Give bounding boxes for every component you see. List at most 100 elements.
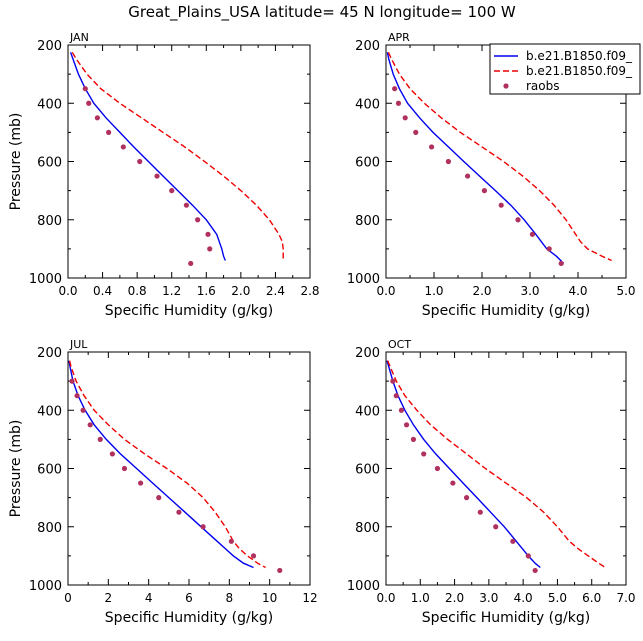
raobs-point <box>434 465 441 472</box>
x-tick-label: 0.8 <box>128 284 147 298</box>
x-tick-label: 10 <box>262 591 277 605</box>
y-tick-label: 400 <box>355 404 380 419</box>
legend-label: raobs <box>526 79 560 93</box>
x-tick-label: 1.0 <box>411 591 430 605</box>
raobs-point <box>195 217 201 223</box>
x-tick-label: 1.2 <box>162 284 181 298</box>
y-tick-label: 400 <box>355 97 380 112</box>
y-tick-label: 800 <box>355 214 380 229</box>
raobs-point <box>529 231 536 237</box>
raobs-point <box>402 115 408 121</box>
y-tick-label: 1000 <box>347 272 380 287</box>
raobs-point <box>154 173 160 179</box>
y-tick-label: 1000 <box>29 579 62 594</box>
legend: b.e21.B1850.f09_b.e21.B1850.f09_raobs <box>489 43 641 95</box>
raobs-point <box>429 144 435 150</box>
raobs-point <box>156 495 162 501</box>
x-tick-label: 6 <box>185 591 193 605</box>
legend-marker <box>503 83 509 89</box>
raobs-point <box>138 480 144 486</box>
x-tick-label: 2.0 <box>445 591 464 605</box>
raobs-point <box>121 465 128 472</box>
x-axis-label: Specific Humidity (g/kg) <box>105 610 273 626</box>
model2-line <box>387 360 606 569</box>
plot-frame <box>67 44 311 279</box>
raobs-point <box>69 378 75 384</box>
raobs-point <box>82 86 88 92</box>
raobs-point <box>481 188 487 194</box>
x-tick-label: 1.0 <box>424 284 443 298</box>
raobs-point <box>515 217 521 223</box>
x-tick-label: 7.0 <box>616 591 635 605</box>
raobs-point <box>558 260 564 267</box>
x-axis-label: Specific Humidity (g/kg) <box>422 610 590 626</box>
raobs-point <box>525 553 531 559</box>
raobs-point <box>205 231 211 237</box>
model1-line <box>386 360 541 569</box>
model2-line <box>71 51 284 261</box>
x-axis-label: Specific Humidity (g/kg) <box>422 303 590 319</box>
x-tick-label: 2.0 <box>231 284 250 298</box>
legend-box <box>489 43 641 95</box>
raobs-point <box>109 451 115 457</box>
x-axis-label: Specific Humidity (g/kg) <box>105 303 273 319</box>
y-tick-label: 600 <box>355 463 380 478</box>
y-tick-label: 600 <box>355 156 380 171</box>
model2-line <box>68 360 266 569</box>
y-tick-label: 1000 <box>29 272 62 287</box>
raobs-point <box>398 407 405 413</box>
raobs-point <box>228 538 234 544</box>
x-tick-label: 12 <box>302 591 317 605</box>
raobs-point <box>176 509 182 515</box>
model1-line <box>69 52 226 261</box>
y-tick-label: 600 <box>37 156 62 171</box>
x-tick-label: 0.4 <box>93 284 112 298</box>
raobs-point <box>207 246 213 252</box>
y-tick-label: 200 <box>37 346 62 361</box>
raobs-point <box>250 553 257 559</box>
x-tick-label: 6.0 <box>582 591 601 605</box>
raobs-point <box>97 436 103 442</box>
x-tick-label: 2.0 <box>472 284 491 298</box>
panel-label: APR <box>388 31 410 44</box>
raobs-point <box>94 115 100 121</box>
raobs-point <box>86 100 92 106</box>
panel-label: JUL <box>69 338 88 351</box>
raobs-point <box>106 129 112 135</box>
y-tick-label: 800 <box>37 214 62 229</box>
raobs-point <box>498 202 504 208</box>
y-tick-label: 800 <box>355 521 380 536</box>
raobs-point <box>510 538 516 544</box>
raobs-point <box>410 436 417 442</box>
figure-title: Great_Plains_USA latitude= 45 N longitud… <box>128 3 516 22</box>
x-tick-label: 8 <box>226 591 234 605</box>
raobs-point <box>463 495 470 501</box>
raobs-point <box>188 260 194 267</box>
legend-label: b.e21.B1850.f09_ <box>526 49 633 63</box>
y-tick-label: 1000 <box>347 579 380 594</box>
raobs-point <box>403 422 410 428</box>
y-tick-label: 200 <box>37 39 62 54</box>
x-tick-label: 0 <box>64 591 72 605</box>
raobs-point <box>200 524 206 530</box>
model1-line <box>68 360 254 569</box>
y-tick-label: 400 <box>37 97 62 112</box>
raobs-point <box>493 524 499 530</box>
raobs-point <box>87 422 93 428</box>
raobs-point <box>277 567 283 574</box>
panel-label: JAN <box>69 31 89 44</box>
raobs-point <box>445 158 451 165</box>
raobs-point <box>450 480 456 486</box>
raobs-point <box>137 158 143 165</box>
x-tick-label: 5.0 <box>548 591 567 605</box>
raobs-point <box>413 129 419 135</box>
x-tick-label: 0.0 <box>376 284 395 298</box>
x-tick-label: 2.4 <box>266 284 285 298</box>
raobs-point <box>392 86 398 92</box>
raobs-point <box>421 451 427 457</box>
raobs-point <box>395 100 402 106</box>
